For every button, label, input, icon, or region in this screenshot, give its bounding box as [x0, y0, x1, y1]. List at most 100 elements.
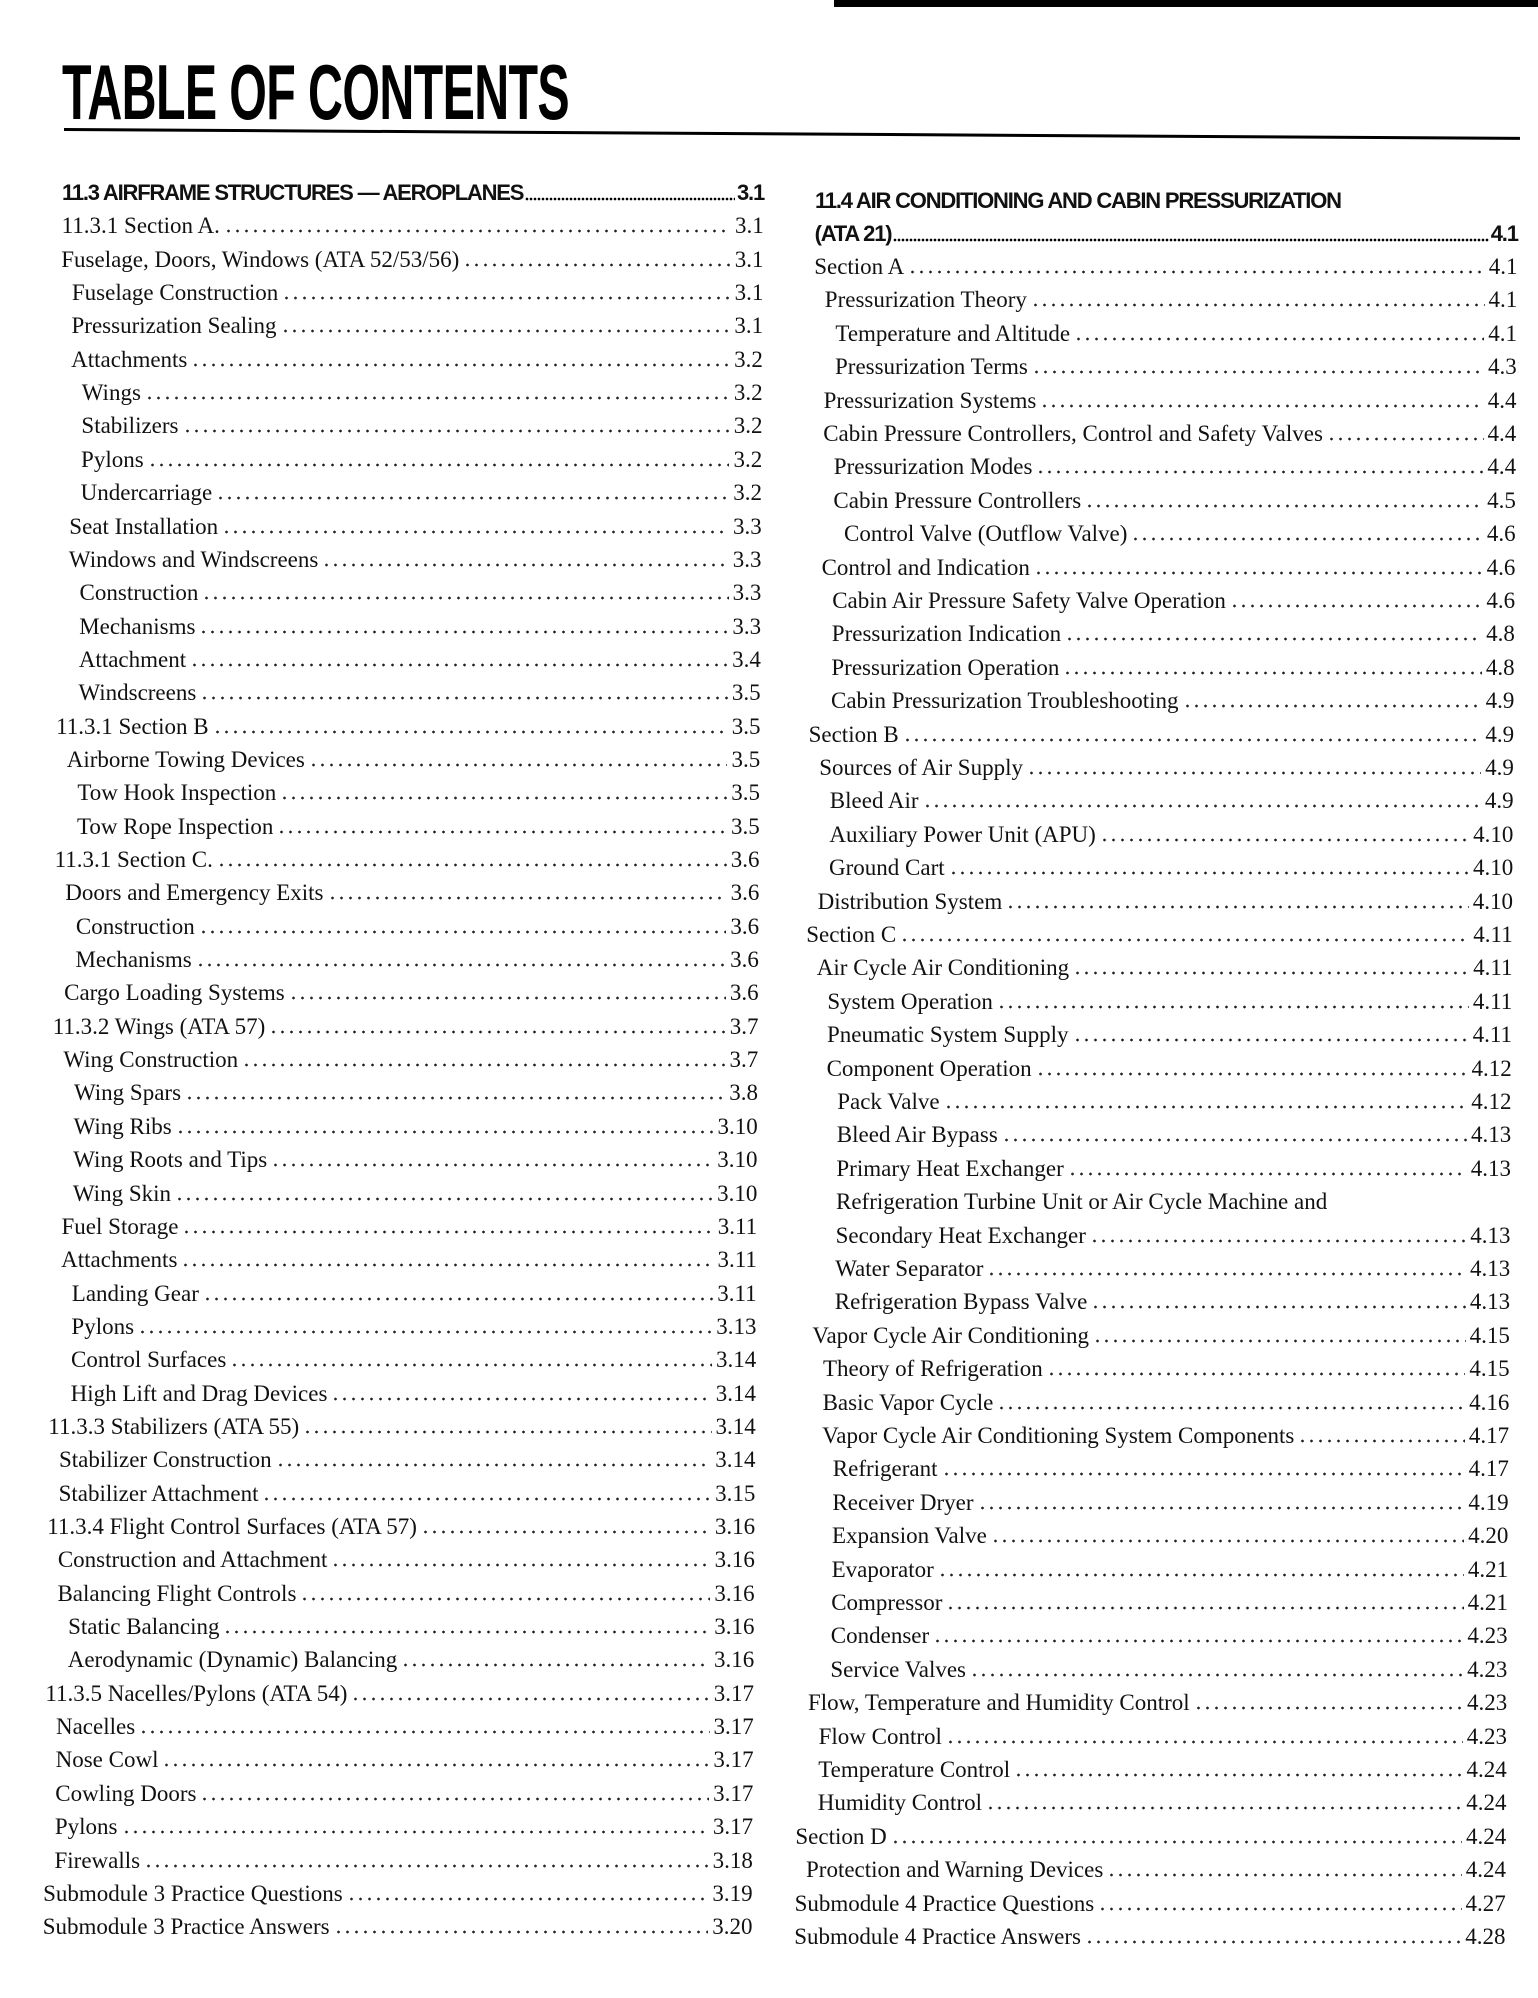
toc-entry[interactable]: Refrigerant 4.17 — [833, 1454, 1509, 1484]
toc-entry[interactable]: Mechanisms 3.3 — [79, 612, 761, 642]
toc-entry[interactable]: Evaporator 4.21 — [832, 1555, 1509, 1585]
toc-entry[interactable]: Airborne Towing Devices 3.5 — [67, 745, 761, 775]
toc-entry[interactable]: Control Surfaces 3.14 — [71, 1345, 756, 1375]
toc-entry[interactable]: Compressor 4.21 — [831, 1588, 1508, 1618]
toc-entry[interactable]: Wing Ribs 3.10 — [74, 1112, 758, 1142]
toc-entry[interactable]: Attachments 3.2 — [71, 345, 763, 375]
toc-entry[interactable]: Wing Spars 3.8 — [74, 1078, 758, 1108]
toc-entry[interactable]: 11.3.5 Nacelles/Pylons (ATA 54) 3.17 — [45, 1679, 754, 1709]
toc-entry[interactable]: 11.3.1 Section C. 3.6 — [55, 845, 760, 875]
toc-entry[interactable]: Basic Vapor Cycle 4.16 — [823, 1388, 1510, 1418]
toc-entry[interactable]: Pylons 3.17 — [55, 1812, 753, 1842]
toc-entry[interactable]: Firewalls 3.18 — [55, 1846, 753, 1876]
toc-entry[interactable]: Nose Cowl 3.17 — [56, 1745, 754, 1775]
toc-entry[interactable]: 11.3.4 Flight Control Surfaces (ATA 57) 3… — [47, 1512, 755, 1542]
toc-entry[interactable]: Mechanisms 3.6 — [75, 945, 758, 975]
toc-entry[interactable]: Ground Cart 4.10 — [829, 853, 1513, 883]
toc-entry[interactable]: Stabilizer Construction 3.14 — [59, 1445, 756, 1475]
toc-entry[interactable]: Section D 4.24 — [795, 1822, 1506, 1852]
toc-entry[interactable]: Water Separator 4.13 — [835, 1254, 1510, 1284]
toc-entry[interactable]: Construction and Attachment 3.16 — [58, 1545, 755, 1575]
toc-entry[interactable]: Auxiliary Power Unit (APU) 4.10 — [829, 820, 1513, 850]
toc-entry[interactable]: Section B 4.9 — [809, 720, 1515, 750]
toc-entry[interactable]: Component Operation 4.12 — [827, 1054, 1512, 1084]
toc-entry[interactable]: Section C 4.11 — [806, 920, 1513, 950]
toc-entry[interactable]: Pressurization Operation 4.8 — [831, 653, 1514, 683]
toc-entry[interactable]: Aerodynamic (Dynamic) Balancing 3.16 — [68, 1645, 755, 1675]
toc-entry[interactable]: Seat Installation 3.3 — [69, 512, 761, 542]
toc-entry[interactable]: Wing Construction 3.7 — [63, 1045, 758, 1075]
toc-entry[interactable]: Vapor Cycle Air Conditioning 4.15 — [812, 1321, 1509, 1351]
toc-entry[interactable]: Tow Hook Inspection 3.5 — [77, 778, 760, 808]
toc-entry[interactable]: Protection and Warning Devices 4.24 — [806, 1855, 1506, 1885]
toc-entry[interactable]: Fuselage, Doors, Windows (ATA 52/53/56) 3… — [61, 245, 763, 275]
toc-entry[interactable]: Tow Rope Inspection 3.5 — [77, 812, 760, 842]
toc-entry[interactable]: Bleed Air Bypass 4.13 — [837, 1120, 1511, 1150]
toc-entry[interactable]: Submodule 3 Practice Answers 3.20 — [43, 1912, 753, 1942]
toc-entry[interactable]: Attachment 3.4 — [79, 645, 761, 675]
toc-entry[interactable]: Cargo Loading Systems 3.6 — [64, 978, 759, 1008]
toc-entry[interactable]: Primary Heat Exchanger 4.13 — [836, 1154, 1511, 1184]
toc-entry[interactable]: Wings 3.2 — [82, 378, 763, 408]
toc-entry[interactable]: Pressurization Terms 4.3 — [835, 352, 1517, 382]
toc-entry[interactable]: Doors and Emergency Exits 3.6 — [65, 878, 759, 908]
toc-entry[interactable]: Stabilizers 3.2 — [81, 411, 762, 441]
toc-entry[interactable]: Cabin Pressurization Troubleshooting 4.9 — [831, 686, 1514, 716]
toc-entry[interactable]: Fuselage Construction 3.1 — [72, 278, 763, 308]
toc-entry[interactable]: Humidity Control 4.24 — [818, 1788, 1507, 1818]
toc-entry[interactable]: Air Cycle Air Conditioning 4.11 — [817, 953, 1513, 983]
toc-entry[interactable]: Cabin Air Pressure Safety Valve Operatio… — [832, 586, 1515, 616]
toc-entry[interactable]: Expansion Valve 4.20 — [832, 1521, 1508, 1551]
toc-entry[interactable]: Control and Indication 4.6 — [822, 553, 1516, 583]
toc-entry[interactable]: Bleed Air 4.9 — [830, 786, 1514, 816]
toc-entry[interactable]: Submodule 3 Practice Questions 3.19 — [43, 1879, 753, 1909]
toc-entry[interactable]: Pressurization Modes 4.4 — [834, 452, 1516, 482]
toc-entry[interactable]: System Operation 4.11 — [827, 987, 1512, 1017]
toc-entry[interactable]: Wing Roots and Tips 3.10 — [73, 1145, 757, 1175]
toc-entry[interactable]: Theory of Refrigeration 4.15 — [823, 1354, 1510, 1384]
toc-entry[interactable]: Construction 3.6 — [76, 912, 759, 942]
toc-entry[interactable]: Landing Gear 3.11 — [72, 1279, 757, 1309]
toc-entry[interactable]: Receiver Dryer 4.19 — [832, 1488, 1508, 1518]
toc-entry[interactable]: Refrigeration Turbine Unit or Air Cycle … — [836, 1187, 1511, 1217]
toc-entry[interactable]: Service Valves 4.23 — [830, 1655, 1507, 1685]
toc-entry[interactable]: Stabilizer Attachment 3.15 — [59, 1479, 756, 1509]
toc-entry[interactable]: Pressurization Theory 4.1 — [825, 285, 1517, 315]
toc-entry[interactable]: Cowling Doors 3.17 — [55, 1779, 753, 1809]
toc-entry[interactable]: Cabin Pressure Controllers 4.5 — [833, 486, 1515, 516]
toc-entry[interactable]: Static Balancing 3.16 — [68, 1612, 754, 1642]
toc-entry[interactable]: Nacelles 3.17 — [56, 1712, 754, 1742]
toc-entry[interactable]: Attachments 3.11 — [61, 1245, 757, 1275]
toc-entry[interactable]: 11.3.1 Section B 3.5 — [56, 712, 760, 742]
toc-entry[interactable]: 11.3.2 Wings (ATA 57) 3.7 — [53, 1012, 759, 1042]
toc-entry[interactable]: Pressurization Systems 4.4 — [824, 386, 1517, 416]
toc-entry[interactable]: Distribution System 4.10 — [818, 887, 1513, 917]
toc-entry[interactable]: Section A 4.1 — [814, 252, 1517, 282]
toc-entry[interactable]: Refrigeration Bypass Valve 4.13 — [835, 1287, 1510, 1317]
toc-entry[interactable]: Condenser 4.23 — [831, 1621, 1508, 1651]
toc-entry[interactable]: Fuel Storage 3.11 — [62, 1212, 758, 1242]
toc-entry[interactable]: Pylons 3.13 — [71, 1312, 756, 1342]
toc-entry[interactable]: Control Valve (Outflow Valve) 4.6 — [844, 519, 1516, 549]
toc-heading[interactable]: 11.3 AIRFRAME STRUCTURES — AEROPLANES 3.1 — [62, 178, 765, 208]
toc-entry[interactable]: Pylons 3.2 — [81, 445, 762, 475]
toc-entry[interactable]: Windscreens 3.5 — [78, 678, 760, 708]
toc-entry[interactable]: Construction 3.3 — [80, 578, 762, 608]
toc-heading[interactable]: (ATA 21) 4.1 — [815, 219, 1519, 249]
toc-entry[interactable]: Flow, Temperature and Humidity Control 4.… — [808, 1688, 1507, 1718]
toc-entry[interactable]: 11.3.3 Stabilizers (ATA 55) 3.14 — [48, 1412, 755, 1442]
toc-entry[interactable]: Vapor Cycle Air Conditioning System Comp… — [822, 1421, 1509, 1451]
toc-entry[interactable]: Balancing Flight Controls 3.16 — [57, 1579, 754, 1609]
toc-entry[interactable]: High Lift and Drag Devices 3.14 — [71, 1379, 756, 1409]
toc-entry[interactable]: Pneumatic System Supply 4.11 — [827, 1020, 1512, 1050]
toc-entry[interactable]: Temperature and Altitude 4.1 — [835, 319, 1517, 349]
toc-entry[interactable]: Pressurization Indication 4.8 — [832, 619, 1515, 649]
toc-heading[interactable]: 11.4 AIR CONDITIONING AND CABIN PRESSURI… — [815, 186, 1518, 216]
toc-entry[interactable]: Temperature Control 4.24 — [818, 1755, 1507, 1785]
toc-entry[interactable]: Secondary Heat Exchanger 4.13 — [836, 1221, 1511, 1251]
toc-entry[interactable]: Pack Valve 4.12 — [837, 1087, 1511, 1117]
toc-entry[interactable]: Submodule 4 Practice Questions 4.27 — [795, 1889, 1506, 1919]
toc-entry[interactable]: 11.3.1 Section A. 3.1 — [62, 211, 764, 241]
toc-entry[interactable]: Submodule 4 Practice Answers 4.28 — [794, 1922, 1505, 1952]
toc-entry[interactable]: Wing Skin 3.10 — [73, 1179, 757, 1209]
